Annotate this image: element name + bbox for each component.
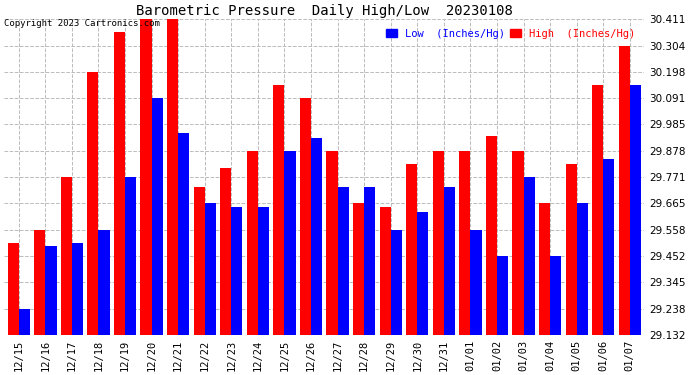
Bar bbox=[391, 230, 402, 335]
Bar bbox=[486, 136, 497, 335]
Bar bbox=[460, 151, 471, 335]
Bar bbox=[8, 243, 19, 335]
Bar bbox=[311, 138, 322, 335]
Bar bbox=[152, 98, 163, 335]
Bar bbox=[566, 164, 577, 335]
Bar bbox=[88, 72, 99, 335]
Bar bbox=[444, 187, 455, 335]
Bar bbox=[300, 98, 311, 335]
Bar bbox=[72, 243, 83, 335]
Bar bbox=[619, 46, 630, 335]
Title: Barometric Pressure  Daily High/Low  20230108: Barometric Pressure Daily High/Low 20230… bbox=[136, 4, 513, 18]
Bar bbox=[577, 203, 588, 335]
Bar bbox=[247, 151, 258, 335]
Bar bbox=[513, 151, 524, 335]
Bar bbox=[61, 177, 72, 335]
Bar bbox=[19, 309, 30, 335]
Bar bbox=[194, 187, 205, 335]
Text: Copyright 2023 Cartronics.com: Copyright 2023 Cartronics.com bbox=[4, 20, 160, 28]
Bar bbox=[99, 230, 110, 335]
Bar bbox=[417, 212, 428, 335]
Bar bbox=[284, 151, 295, 335]
Bar bbox=[524, 177, 535, 335]
Bar bbox=[630, 85, 641, 335]
Bar bbox=[273, 85, 284, 335]
Bar bbox=[258, 207, 269, 335]
Bar bbox=[205, 203, 216, 335]
Bar bbox=[337, 187, 348, 335]
Bar bbox=[46, 246, 57, 335]
Bar bbox=[167, 20, 178, 335]
Bar bbox=[353, 203, 364, 335]
Bar bbox=[364, 187, 375, 335]
Bar bbox=[125, 177, 136, 335]
Bar bbox=[178, 133, 189, 335]
Bar bbox=[406, 164, 417, 335]
Bar bbox=[380, 207, 391, 335]
Bar bbox=[471, 230, 482, 335]
Bar bbox=[114, 32, 125, 335]
Bar bbox=[220, 168, 231, 335]
Bar bbox=[141, 20, 152, 335]
Legend: Low  (Inches/Hg), High  (Inches/Hg): Low (Inches/Hg), High (Inches/Hg) bbox=[382, 24, 639, 43]
Bar bbox=[550, 256, 561, 335]
Bar bbox=[34, 230, 46, 335]
Bar bbox=[603, 159, 615, 335]
Bar bbox=[592, 85, 603, 335]
Bar bbox=[539, 203, 550, 335]
Bar bbox=[326, 151, 337, 335]
Bar bbox=[433, 151, 444, 335]
Bar bbox=[497, 256, 508, 335]
Bar bbox=[231, 207, 242, 335]
